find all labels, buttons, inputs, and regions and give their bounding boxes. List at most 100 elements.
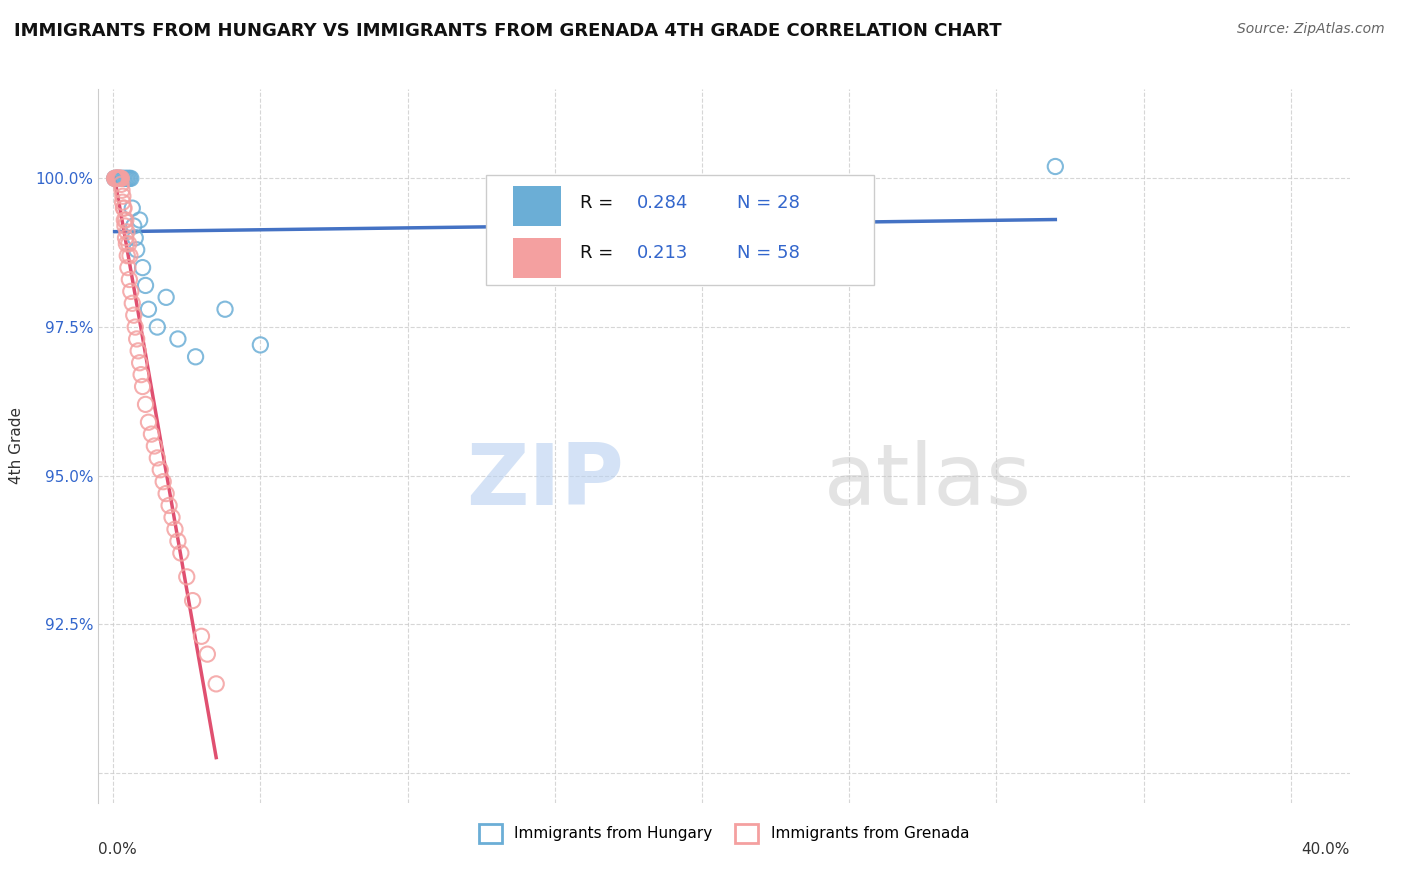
- Point: [107, 171, 129, 186]
- Point: [105, 171, 128, 186]
- Point: [120, 171, 142, 186]
- Point: [195, 647, 218, 661]
- Point: [118, 272, 141, 286]
- FancyBboxPatch shape: [513, 238, 561, 278]
- Point: [114, 213, 136, 227]
- Point: [111, 189, 134, 203]
- Text: IMMIGRANTS FROM HUNGARY VS IMMIGRANTS FROM GRENADA 4TH GRADE CORRELATION CHART: IMMIGRANTS FROM HUNGARY VS IMMIGRANTS FR…: [14, 22, 1001, 40]
- Point: [112, 201, 135, 215]
- Text: R =: R =: [581, 244, 624, 262]
- Point: [104, 171, 127, 186]
- Point: [184, 350, 207, 364]
- Point: [149, 463, 172, 477]
- Point: [110, 178, 132, 192]
- Point: [167, 534, 190, 549]
- Text: 0.0%: 0.0%: [98, 842, 138, 857]
- Text: N = 58: N = 58: [737, 244, 800, 262]
- Point: [155, 486, 177, 500]
- Point: [110, 171, 132, 186]
- Point: [118, 236, 141, 251]
- Text: Source: ZipAtlas.com: Source: ZipAtlas.com: [1237, 22, 1385, 37]
- Legend: Immigrants from Hungary, Immigrants from Grenada: Immigrants from Hungary, Immigrants from…: [472, 818, 976, 848]
- Point: [138, 302, 160, 317]
- Point: [111, 171, 134, 186]
- Point: [111, 195, 134, 210]
- Point: [107, 171, 129, 186]
- Point: [146, 450, 169, 465]
- Point: [163, 522, 186, 536]
- Point: [115, 171, 138, 186]
- Point: [135, 397, 157, 411]
- Point: [155, 290, 177, 304]
- Point: [125, 243, 148, 257]
- Point: [160, 510, 183, 524]
- Point: [146, 320, 169, 334]
- Text: 0.213: 0.213: [637, 244, 688, 262]
- Point: [108, 171, 131, 186]
- Point: [120, 285, 142, 299]
- FancyBboxPatch shape: [513, 186, 561, 227]
- Point: [104, 171, 127, 186]
- Point: [118, 171, 141, 186]
- Point: [249, 338, 271, 352]
- Point: [152, 475, 174, 489]
- Text: R =: R =: [581, 194, 619, 212]
- Point: [108, 171, 131, 186]
- Point: [104, 171, 127, 186]
- Point: [121, 296, 143, 310]
- Point: [143, 439, 166, 453]
- Point: [124, 231, 146, 245]
- Point: [107, 171, 129, 186]
- Point: [122, 308, 145, 322]
- Point: [117, 260, 139, 275]
- Text: 40.0%: 40.0%: [1302, 842, 1350, 857]
- Point: [110, 171, 132, 186]
- Text: N = 28: N = 28: [737, 194, 800, 212]
- Point: [107, 171, 129, 186]
- Point: [114, 231, 136, 245]
- Point: [105, 171, 128, 186]
- Point: [108, 171, 131, 186]
- Point: [115, 225, 138, 239]
- Point: [128, 213, 150, 227]
- Point: [114, 219, 136, 233]
- Point: [127, 343, 149, 358]
- Point: [167, 332, 190, 346]
- Point: [110, 171, 132, 186]
- Point: [122, 219, 145, 233]
- Point: [141, 427, 163, 442]
- Point: [190, 629, 212, 643]
- Text: atlas: atlas: [824, 440, 1032, 524]
- Point: [214, 302, 236, 317]
- Point: [111, 183, 134, 197]
- Point: [121, 201, 143, 215]
- Text: ZIP: ZIP: [467, 440, 624, 524]
- Point: [157, 499, 180, 513]
- Point: [131, 260, 153, 275]
- Point: [124, 320, 146, 334]
- Point: [117, 171, 139, 186]
- Point: [105, 171, 128, 186]
- Point: [112, 171, 135, 186]
- Point: [104, 171, 127, 186]
- Point: [105, 171, 128, 186]
- Text: 0.284: 0.284: [637, 194, 688, 212]
- Point: [118, 249, 141, 263]
- Point: [205, 677, 228, 691]
- Point: [112, 213, 135, 227]
- Point: [181, 593, 204, 607]
- Point: [114, 171, 136, 186]
- Point: [108, 171, 131, 186]
- Point: [138, 415, 160, 429]
- Y-axis label: 4th Grade: 4th Grade: [10, 408, 24, 484]
- Point: [135, 278, 157, 293]
- Point: [128, 356, 150, 370]
- Point: [105, 171, 128, 186]
- Point: [117, 249, 139, 263]
- Point: [129, 368, 152, 382]
- Point: [176, 570, 198, 584]
- Point: [131, 379, 153, 393]
- Point: [112, 201, 135, 215]
- Point: [115, 236, 138, 251]
- Point: [170, 546, 193, 560]
